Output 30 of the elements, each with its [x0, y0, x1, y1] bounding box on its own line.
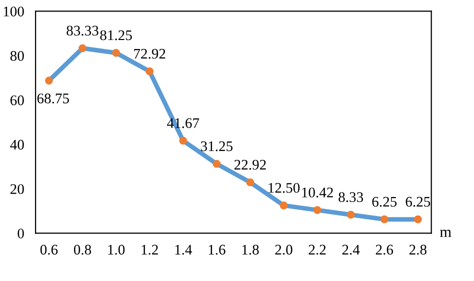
x-tick-label: 1.8 [242, 244, 259, 255]
text: 6.25 [372, 196, 397, 207]
text: 6.25 [406, 196, 430, 207]
x-axis-title: m [440, 230, 452, 237]
y-tick-label: 0 [18, 228, 24, 238]
x-tick-label: 2.6 [376, 244, 394, 255]
text: 10.42 [302, 188, 333, 198]
text: 81.25 [100, 30, 132, 40]
y-tick-label: 80 [10, 51, 24, 61]
y-tick-label: 60 [10, 95, 24, 106]
y-tick-label: 100 [4, 6, 24, 16]
text: 8.33 [338, 192, 364, 202]
x-tick-label: 1.2 [142, 244, 158, 255]
text: 83.33 [66, 26, 98, 36]
x-tick-label: 1.4 [175, 244, 192, 255]
x-tick-label: 2.0 [275, 244, 292, 255]
x-tick-label: 0.8 [74, 244, 92, 255]
y-tick-label: 20 [10, 184, 24, 194]
text: 31.25 [200, 141, 233, 152]
y-tick-label: 40 [10, 140, 24, 150]
x-tick-label: 0.6 [40, 244, 58, 255]
x-tick-label: 1.6 [208, 244, 226, 255]
text: 72.92 [134, 48, 166, 59]
x-tick-label: 2.4 [342, 244, 360, 255]
x-tick-label: 2.2 [308, 244, 326, 255]
x-tick-label: 1.0 [108, 244, 125, 255]
text: 22.92 [234, 160, 266, 170]
x-tick-label: 2.8 [409, 244, 426, 255]
text: 12.50 [268, 182, 300, 193]
text: 68.75 [37, 94, 69, 104]
